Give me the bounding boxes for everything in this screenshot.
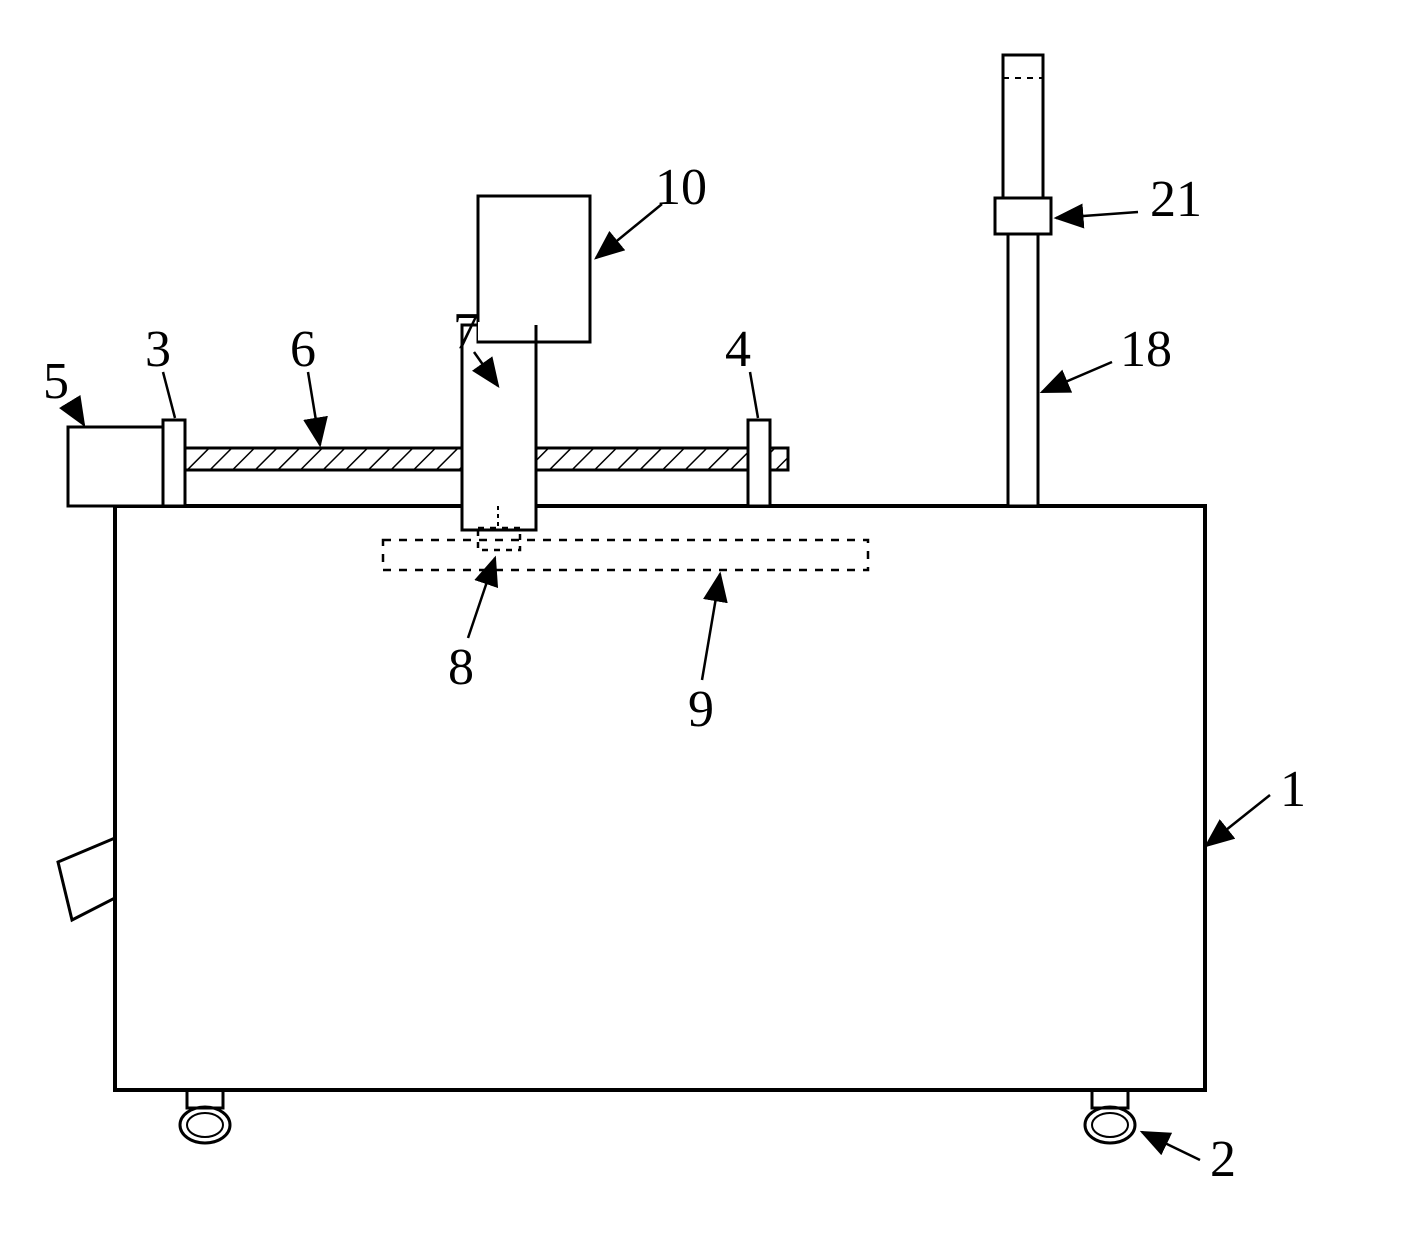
leader-4 [750,372,758,418]
label-21: 21 [1150,170,1202,229]
diagram-svg [0,0,1424,1246]
dashed-slot [383,540,868,570]
label-6: 6 [290,320,316,379]
wheel-right [1085,1090,1135,1143]
motor-box [68,427,163,506]
top-box [478,196,590,342]
label-4: 4 [725,320,751,379]
leader-6 [308,372,320,445]
leader-21 [1056,212,1138,218]
label-3: 3 [145,320,171,379]
leader-1 [1206,795,1270,846]
wheel-left [180,1090,230,1143]
label-7: 7 [453,302,479,361]
post [1008,234,1038,506]
leader-5 [70,402,84,425]
label-1: 1 [1280,760,1306,819]
label-18: 18 [1120,320,1172,379]
collar [995,198,1051,234]
label-8: 8 [448,638,474,697]
leader-2 [1142,1132,1200,1160]
leader-10 [596,204,662,258]
label-9: 9 [688,680,714,739]
leader-18 [1042,362,1112,392]
bearing-right [748,420,770,506]
post-top [1003,55,1043,198]
label-10: 10 [655,158,707,217]
label-2: 2 [1210,1130,1236,1189]
label-5: 5 [43,352,69,411]
left-spout [58,838,115,920]
leader-9 [702,574,720,680]
bearing-left [163,420,185,506]
main-body [115,506,1205,1090]
